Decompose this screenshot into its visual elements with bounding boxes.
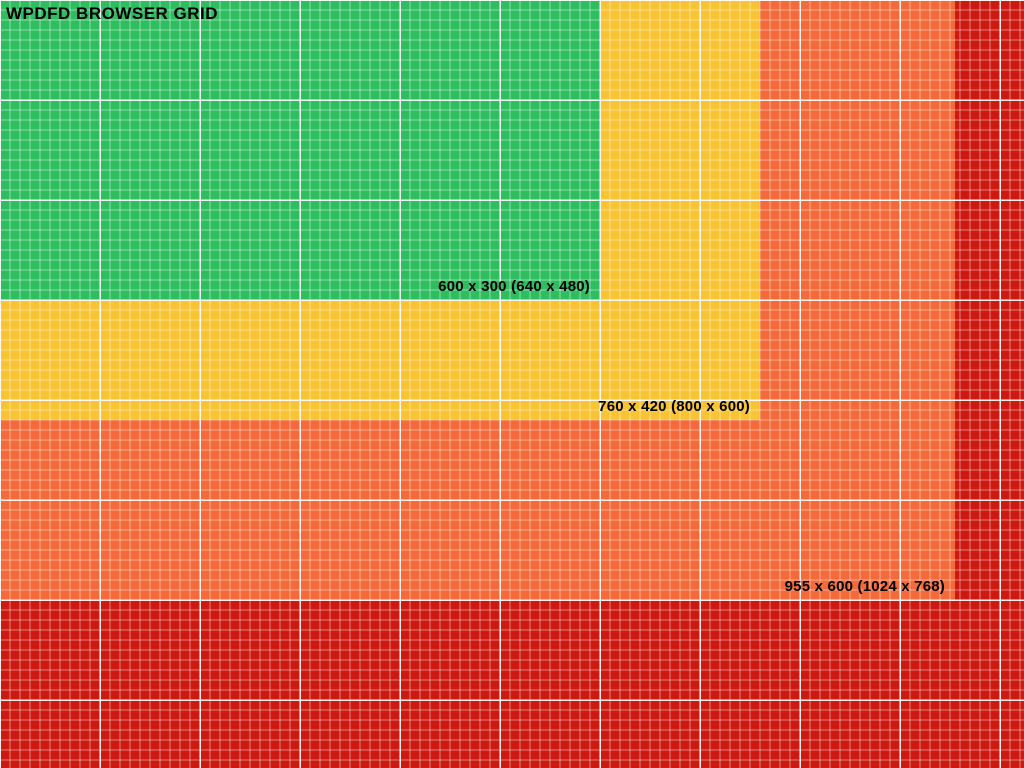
page-title: WPDFD BROWSER GRID (6, 4, 218, 24)
browser-grid-diagram: 955 x 600 (1024 x 768) 760 x 420 (800 x 6… (0, 0, 1024, 768)
zone-640x480-label: 600 x 300 (640 x 480) (438, 278, 590, 295)
zone-1024x768-label: 955 x 600 (1024 x 768) (785, 578, 945, 595)
zone-640x480 (0, 0, 600, 300)
zone-800x600-label: 760 x 420 (800 x 600) (598, 398, 750, 415)
